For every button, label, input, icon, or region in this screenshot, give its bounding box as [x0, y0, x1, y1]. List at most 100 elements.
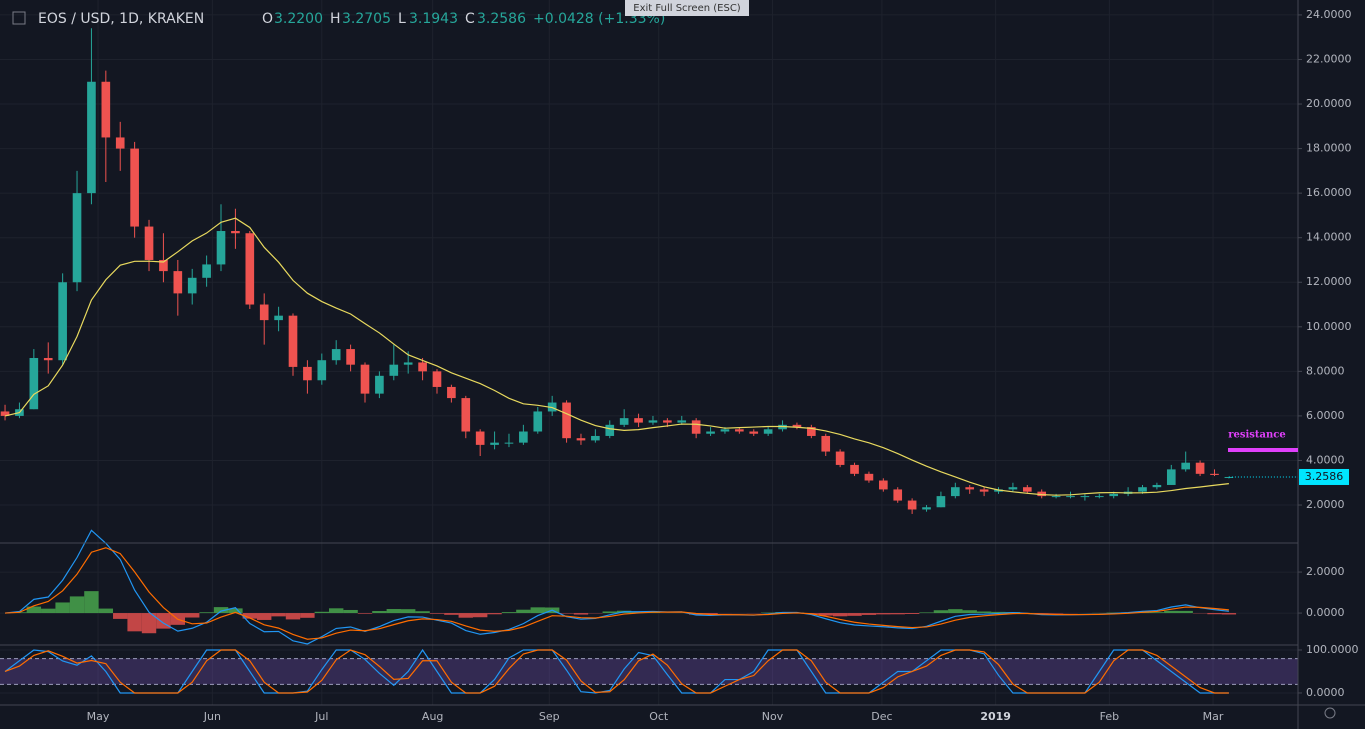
x-tick-label: Nov — [762, 710, 784, 723]
settings-icon[interactable] — [1324, 707, 1336, 719]
macd-histogram — [1149, 612, 1165, 614]
macd-histogram — [415, 611, 430, 614]
macd-histogram — [127, 613, 142, 632]
last-price-label: 3.2586 — [1305, 470, 1344, 483]
x-tick-label: Jul — [314, 710, 328, 723]
candle-body — [245, 233, 255, 305]
macd-histogram — [372, 611, 387, 614]
exit-fullscreen-button[interactable] — [625, 0, 749, 16]
stoch-band — [0, 658, 1298, 685]
macd-histogram — [976, 611, 992, 614]
macd-histogram — [919, 612, 934, 614]
macd-histogram — [228, 608, 243, 614]
x-tick-label: Sep — [539, 710, 560, 723]
candle-body — [922, 507, 931, 510]
macd-histogram — [328, 608, 344, 614]
candle-body — [58, 282, 67, 361]
macd-histogram — [55, 602, 70, 614]
high-label: H — [330, 11, 341, 27]
macd-histogram — [933, 610, 949, 614]
macd-histogram — [602, 611, 617, 614]
candle-body — [792, 424, 802, 428]
expand-icon[interactable] — [12, 11, 26, 25]
candle-body — [87, 81, 96, 194]
candle-body — [0, 411, 10, 416]
candle-body — [1195, 462, 1205, 474]
candle-body — [605, 424, 615, 436]
candle-body — [907, 500, 917, 510]
macd-histogram — [300, 613, 315, 618]
low-value: 3.1943 — [409, 11, 458, 27]
candle-body — [504, 442, 514, 444]
candle-body — [403, 362, 413, 365]
candle-body — [1080, 496, 1090, 498]
close-value: 3.2586 — [477, 11, 526, 27]
macd-histogram — [1164, 610, 1179, 614]
candle-body — [763, 429, 773, 434]
price-y-tick-label: 12.0000 — [1306, 275, 1352, 288]
candle-body — [720, 429, 730, 432]
candle-body — [1037, 491, 1047, 497]
candle-body — [677, 420, 687, 423]
price-y-tick-label: 10.0000 — [1306, 320, 1352, 333]
candle-body — [259, 304, 269, 321]
price-y-tick-label: 20.0000 — [1306, 97, 1352, 110]
macd-histogram — [343, 609, 358, 614]
candle-body — [1152, 484, 1162, 488]
x-tick-label: 2019 — [980, 710, 1011, 723]
price-y-tick-label: 2.0000 — [1306, 498, 1345, 511]
candle-body — [1008, 487, 1018, 490]
macd-histogram — [1207, 613, 1222, 615]
macd-signal — [5, 547, 1229, 640]
candle-body — [533, 411, 543, 432]
candle-body — [1022, 487, 1032, 492]
macd-histogram — [962, 610, 977, 614]
macd-y-tick-label: 0.0000 — [1306, 606, 1345, 619]
candle-body — [1166, 469, 1176, 485]
header: EOS / USD, 1D, KRAKEN O 3.2200 H 3.2705 … — [12, 11, 665, 27]
macd-y-tick-label: 2.0000 — [1306, 565, 1345, 578]
candle-body — [303, 366, 312, 381]
macd-histogram — [386, 609, 401, 614]
candle-body — [936, 496, 946, 508]
symbol[interactable]: EOS / USD, 1D, KRAKEN — [38, 11, 204, 27]
macd-histogram — [573, 613, 589, 615]
candle-body — [663, 420, 672, 423]
open-label: O — [262, 11, 273, 27]
candle-body — [691, 420, 701, 434]
last-price-box — [1299, 468, 1349, 485]
macd-histogram — [69, 596, 85, 614]
macd-histogram — [948, 609, 963, 614]
candle-body — [965, 487, 975, 490]
resistance-label: resistance — [1228, 429, 1286, 440]
candle-body — [864, 473, 874, 481]
candle-body — [706, 431, 715, 434]
candle-body — [648, 420, 658, 423]
low-label: L — [398, 11, 406, 27]
macd-histogram — [991, 611, 1006, 614]
macd-histogram — [530, 607, 545, 614]
macd-histogram — [41, 608, 56, 614]
candle-body — [202, 264, 211, 278]
macd-histogram — [818, 613, 833, 616]
macd-histogram — [285, 613, 301, 620]
price-y-tick-label: 6.0000 — [1306, 409, 1345, 422]
candle-body — [735, 429, 744, 432]
exit-fullscreen-text[interactable]: Exit Full Screen (ESC) — [633, 3, 741, 14]
candle-body — [475, 431, 485, 445]
macd-histogram — [861, 613, 877, 615]
macd-histogram — [98, 608, 114, 614]
candle-body — [346, 349, 355, 365]
candle-body — [101, 81, 111, 138]
macd-histogram — [847, 613, 862, 616]
macd-histogram — [141, 613, 157, 634]
candle-body — [951, 487, 960, 497]
candle-body — [43, 357, 53, 361]
macd-histogram — [185, 613, 200, 618]
x-tick-label: Aug — [422, 710, 443, 723]
candle-body — [418, 362, 427, 372]
candle-body — [634, 418, 643, 423]
macd-histogram — [400, 609, 416, 614]
candle-body — [835, 451, 845, 465]
